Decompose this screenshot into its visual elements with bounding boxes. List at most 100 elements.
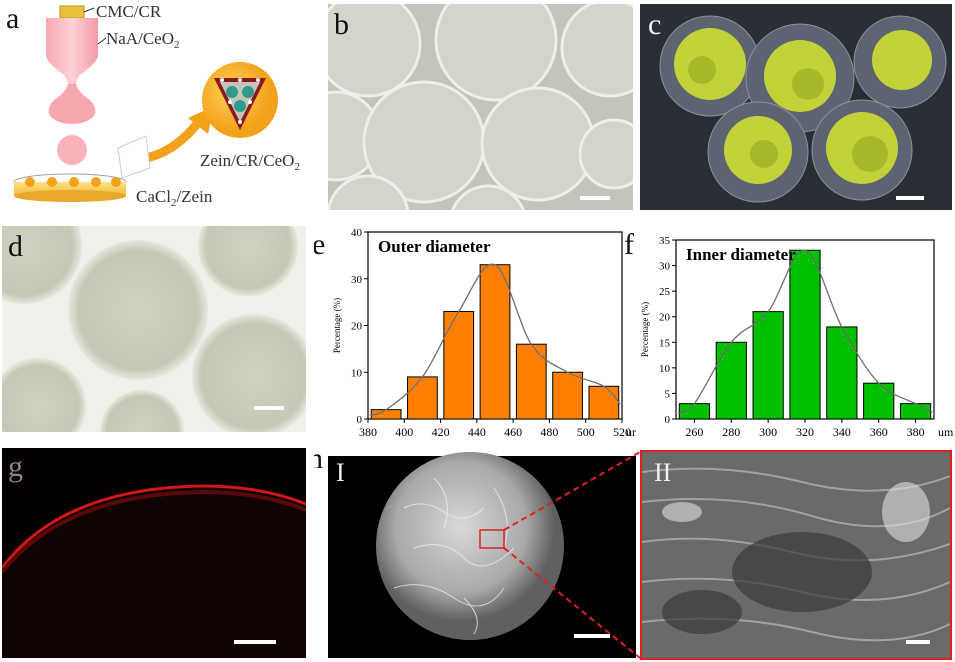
histogram-bar — [678, 403, 711, 420]
label-naa-ceo2: NaA/CeO2 — [106, 29, 179, 51]
ceo2-particle — [226, 86, 238, 98]
sem-whole-image — [328, 452, 636, 658]
panel-g-fluorescence: g — [2, 448, 306, 658]
micrograph-photo — [2, 226, 306, 432]
inner-needle — [59, 5, 85, 19]
x-tick-label: 420 — [432, 425, 450, 439]
sem-zoom-box — [479, 529, 505, 549]
label-cmc-cr: CMC/CR — [96, 2, 162, 21]
scale-bar — [906, 640, 930, 644]
outer-diameter-chart: 380 400 420 440 460 480 500 520um 0 10 20 30 40 Perce… — [332, 227, 636, 439]
chart-title: Inner diameter — [686, 245, 796, 264]
scale-bar — [896, 196, 924, 200]
histogram-bar — [715, 341, 747, 420]
histogram-bar — [552, 371, 583, 420]
panel-a-schematic: CMC/CR NaA/CeO2 Zein/CR/CeO2 CaCl2/Zein … — [0, 0, 322, 210]
histogram-bar — [826, 326, 858, 420]
scale-bar — [574, 634, 610, 638]
fit-curve — [677, 249, 933, 414]
y-tick-label: 15 — [659, 337, 671, 349]
fit-curve — [369, 263, 621, 416]
x-tick-label: 380 — [907, 425, 925, 439]
y-tick-label: 0 — [357, 414, 363, 426]
x-tick-label: 440 — [468, 425, 486, 439]
histogram-bar — [407, 376, 438, 420]
label-cacl2-zein: CaCl2/Zein — [136, 187, 213, 209]
panel-label-b: b — [334, 8, 349, 41]
scale-bar — [254, 406, 284, 410]
chart-title: Outer diameter — [378, 237, 491, 256]
y-tick-label: 10 — [659, 363, 671, 375]
y-tick-label: 40 — [351, 227, 363, 239]
panel-c-photo: c — [640, 4, 952, 210]
x-tick-label: 260 — [685, 425, 703, 439]
x-tick-label: 520 — [613, 425, 631, 439]
label-zein-cr-ceo2: Zein/CR/CeO2 — [200, 151, 300, 173]
histogram-bar — [515, 343, 547, 420]
y-tick-label: 25 — [659, 286, 671, 298]
sem-zoom-image — [642, 452, 950, 658]
panel-e-chart: 380 400 420 440 460 480 500 520um 0 10 20 30 40 Perce… — [314, 222, 636, 446]
inner-diameter-chart: 260 280 300 320 340 360 380 um 0 5 10 15 20 25 30 35 Per… — [640, 235, 954, 439]
x-tick-label: 480 — [540, 425, 558, 439]
forming-droplet — [48, 84, 96, 124]
x-tick-label: 340 — [833, 425, 851, 439]
y-axis-label: Percentage (%) — [640, 302, 650, 357]
x-tick-label: 320 — [796, 425, 814, 439]
y-tick-label: 5 — [665, 388, 671, 400]
ceo2-particle — [234, 100, 246, 112]
dish-bead — [111, 177, 121, 187]
y-tick-label: 10 — [351, 367, 363, 379]
histogram-bar — [588, 385, 620, 420]
panel-label-h: h — [314, 448, 323, 475]
panel-label-h-I: I — [336, 458, 345, 487]
x-unit-label: um — [938, 425, 954, 439]
y-tick-label: 20 — [659, 312, 671, 324]
x-tick-label: 500 — [577, 425, 595, 439]
falling-droplet — [57, 135, 87, 165]
y-tick-label: 30 — [351, 274, 363, 286]
x-tick-label: 300 — [759, 425, 777, 439]
scale-bar — [234, 640, 276, 644]
dish-bead — [69, 177, 79, 187]
sem-capsule — [376, 452, 564, 640]
histogram-bar — [789, 249, 821, 420]
fabrication-schematic: CMC/CR NaA/CeO2 Zein/CR/CeO2 CaCl2/Zein — [13, 2, 300, 209]
fluorescence-image — [2, 448, 306, 658]
y-tick-label: 35 — [659, 235, 671, 247]
histogram-bar — [443, 310, 475, 420]
panel-label-h-II: II — [654, 458, 672, 487]
panel-b-photo: b — [328, 4, 633, 210]
panel-label-e: e — [314, 228, 326, 261]
panel-label-a: a — [6, 2, 20, 35]
capsules-photo — [328, 4, 633, 210]
histogram-bar — [752, 311, 784, 420]
zoom-connector — [503, 451, 641, 659]
y-tick-label: 20 — [351, 321, 363, 333]
y-axis-label: Percentage (%) — [332, 298, 342, 353]
panel-label-g: g — [8, 450, 23, 483]
histogram-bar — [899, 403, 932, 420]
panel-h-sem-zoom: II — [640, 450, 952, 660]
x-tick-label: 400 — [395, 425, 413, 439]
ceo2-particle — [242, 86, 254, 98]
fluorescent-shell-edge — [2, 484, 306, 569]
panel-label-f: f — [624, 228, 634, 261]
panel-label-c: c — [648, 8, 662, 41]
coaxial-nozzle — [46, 18, 98, 84]
x-tick-label: 460 — [504, 425, 522, 439]
x-tick-label: 280 — [722, 425, 740, 439]
histogram-bar — [863, 382, 895, 420]
dish-bead — [47, 177, 57, 187]
scale-bar — [580, 196, 610, 200]
x-unit-label: um — [626, 425, 636, 439]
dish-bead — [91, 177, 101, 187]
panel-d-photo: d — [2, 226, 306, 432]
x-tick-label: 380 — [359, 425, 377, 439]
panel-label-d: d — [8, 230, 23, 263]
y-tick-label: 0 — [665, 414, 671, 426]
panel-f-chart: 260 280 300 320 340 360 380 um 0 5 10 15 20 25 30 35 Per… — [624, 222, 954, 446]
core-capsules-photo — [640, 4, 952, 210]
y-tick-label: 30 — [659, 261, 671, 273]
histogram-bar — [479, 264, 511, 420]
